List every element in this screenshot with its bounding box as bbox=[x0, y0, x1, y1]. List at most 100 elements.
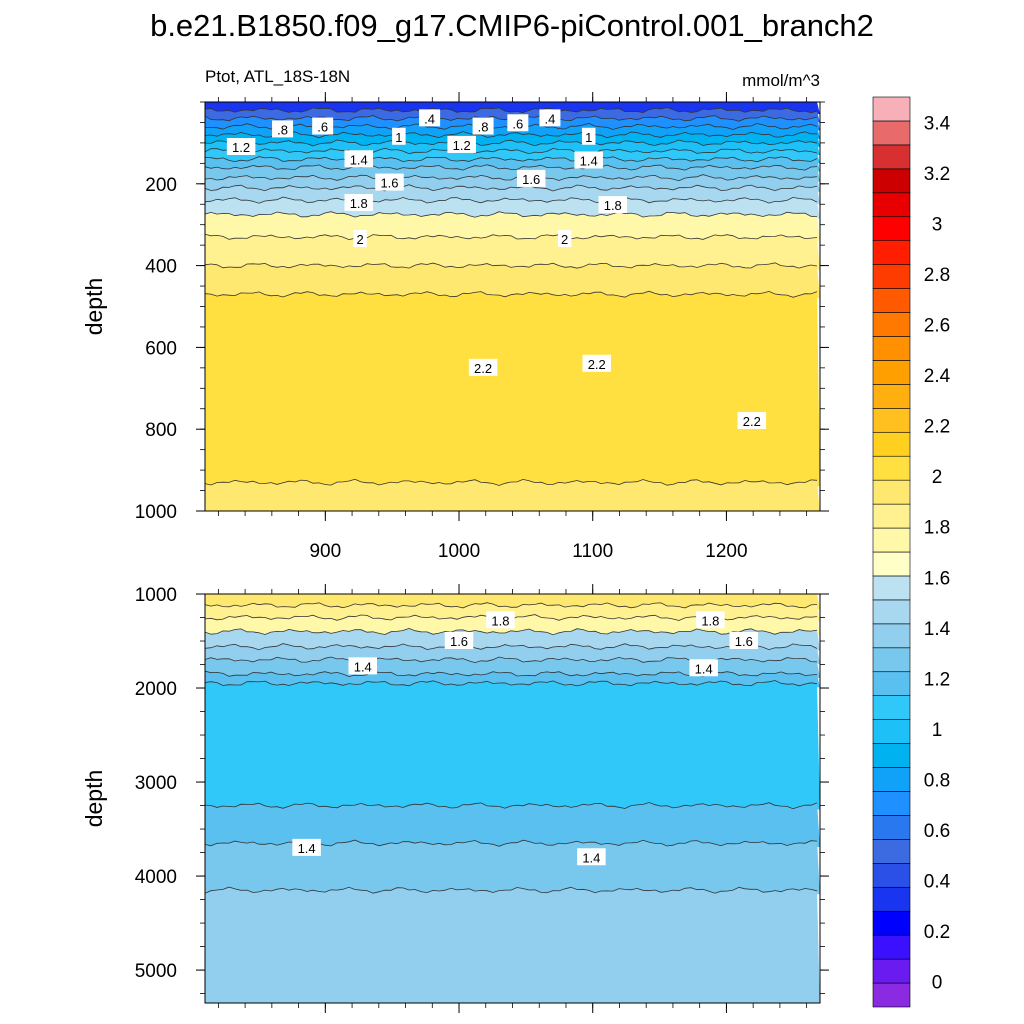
contour-label: 1.6 bbox=[729, 632, 759, 650]
colorbar-swatch bbox=[872, 527, 911, 553]
svg-text:1.6: 1.6 bbox=[380, 176, 398, 191]
colorbar-swatch bbox=[872, 455, 911, 481]
colorbar-label: 1.6 bbox=[924, 568, 950, 589]
colorbar-swatch bbox=[872, 767, 911, 792]
contour-line bbox=[205, 164, 818, 171]
colorbar-label: 3 bbox=[932, 214, 943, 235]
colorbar-label: 2.2 bbox=[924, 417, 950, 438]
colorbar-swatch bbox=[872, 144, 911, 170]
contour-band bbox=[205, 680, 820, 810]
contour-label: .4 bbox=[539, 109, 561, 127]
contour-label: 1.4 bbox=[344, 150, 373, 168]
svg-text:.6: .6 bbox=[512, 116, 523, 131]
contour-label: 1.6 bbox=[516, 169, 546, 187]
colorbar-label: 3.4 bbox=[924, 113, 951, 134]
contour-label: 2 bbox=[557, 230, 572, 248]
colorbar-label: 1 bbox=[932, 720, 943, 741]
colorbar-swatch bbox=[872, 815, 911, 840]
colorbar-swatch bbox=[872, 384, 911, 409]
contour-label: 1.8 bbox=[344, 194, 373, 212]
svg-text:1.8: 1.8 bbox=[350, 196, 368, 211]
svg-text:1: 1 bbox=[585, 130, 592, 145]
contour-label: 1.4 bbox=[574, 151, 603, 169]
contour-label: 2.2 bbox=[468, 358, 498, 376]
contour-label: .4 bbox=[419, 109, 441, 127]
x-tick-label: 1200 bbox=[705, 541, 747, 562]
subtitle-right: mmol/m^3 bbox=[742, 71, 820, 90]
colorbar-swatch bbox=[872, 599, 911, 625]
colorbar-swatch bbox=[872, 910, 911, 936]
upper-panel: .6 .8 .6 .4 .4 .8 1.2 1.2 1 1 1.4 1.4 1.6 1.6 1.8 1.8 2 2… bbox=[81, 92, 829, 562]
colorbar-label: 2.8 bbox=[924, 265, 950, 286]
contour-line bbox=[205, 680, 818, 687]
contour-line bbox=[205, 196, 818, 204]
contour-line bbox=[205, 602, 818, 609]
contour-label: 1.6 bbox=[375, 173, 404, 191]
svg-text:.4: .4 bbox=[545, 111, 556, 126]
colorbar-swatch bbox=[872, 312, 911, 337]
colorbar-swatch bbox=[872, 216, 911, 241]
colorbar-swatch bbox=[872, 695, 911, 720]
contour-label: 2 bbox=[353, 230, 367, 248]
colorbar-swatch bbox=[872, 982, 911, 1008]
colorbar-swatch bbox=[872, 288, 911, 313]
svg-text:1.8: 1.8 bbox=[491, 613, 509, 628]
colorbar-swatch bbox=[872, 743, 911, 768]
colorbar-swatch bbox=[872, 264, 911, 289]
contour-line bbox=[205, 886, 818, 894]
colorbar-swatch bbox=[872, 551, 911, 577]
colorbar-swatch bbox=[872, 647, 911, 673]
contour-label: 1.4 bbox=[292, 838, 321, 856]
svg-text:1.8: 1.8 bbox=[701, 613, 719, 628]
colorbar-swatch bbox=[872, 575, 911, 601]
contour-band bbox=[205, 628, 820, 651]
contour-label: 1.4 bbox=[689, 659, 718, 677]
svg-text:1: 1 bbox=[395, 130, 402, 145]
svg-text:2.2: 2.2 bbox=[588, 357, 606, 372]
colorbar-swatch bbox=[872, 623, 911, 649]
colorbar-swatch bbox=[872, 863, 911, 888]
lower-panel: 1.8 1.8 1.6 1.6 1.4 1.4 1.4 1.4 1000 2000 3000 4000… bbox=[81, 584, 829, 1013]
y-tick-label: 800 bbox=[145, 420, 177, 441]
colorbar-label: 0.2 bbox=[924, 922, 950, 943]
contour-band bbox=[205, 802, 820, 848]
contour-line bbox=[205, 643, 818, 651]
contour-label: 2.2 bbox=[737, 412, 767, 430]
contour-label: 1.2 bbox=[447, 135, 476, 153]
colorbar-label: 0.8 bbox=[924, 771, 950, 792]
colorbar-swatch bbox=[872, 839, 911, 864]
contour-line bbox=[205, 184, 818, 192]
y-tick-label: 3000 bbox=[135, 773, 177, 794]
contour-band bbox=[205, 131, 820, 147]
svg-text:1.2: 1.2 bbox=[453, 138, 471, 153]
svg-text:.4: .4 bbox=[424, 111, 435, 126]
svg-text:1.4: 1.4 bbox=[695, 661, 713, 676]
contour-band bbox=[205, 887, 820, 1003]
y-axis-label: depth bbox=[81, 770, 107, 828]
contour-line bbox=[205, 478, 818, 486]
colorbar-swatch bbox=[872, 886, 911, 912]
colorbar-swatch bbox=[872, 240, 911, 265]
svg-text:1.4: 1.4 bbox=[582, 850, 600, 865]
contour-band bbox=[205, 479, 820, 511]
colorbar-label: 1.4 bbox=[924, 619, 951, 640]
colorbar-label: 3.2 bbox=[924, 164, 950, 185]
y-tick-label: 1000 bbox=[135, 502, 177, 523]
contour-line bbox=[205, 147, 818, 155]
contour-line bbox=[205, 211, 818, 218]
contour-label: 1.2 bbox=[226, 137, 256, 155]
y-tick-label: 1000 bbox=[135, 585, 177, 606]
x-tick-label: 1000 bbox=[438, 541, 480, 562]
svg-text:.6: .6 bbox=[317, 120, 328, 135]
svg-text:2.2: 2.2 bbox=[474, 361, 492, 376]
contour-band bbox=[205, 291, 820, 487]
y-tick-label: 200 bbox=[145, 175, 177, 196]
colorbar-label: 0.4 bbox=[924, 872, 951, 893]
x-tick-label: 900 bbox=[309, 541, 341, 562]
subtitle-left: Ptot, ATL_18S-18N bbox=[205, 67, 350, 86]
contour-line bbox=[205, 139, 818, 147]
colorbar-swatch bbox=[872, 671, 911, 696]
colorbar-swatch bbox=[872, 360, 911, 385]
colorbar-swatch bbox=[872, 431, 911, 457]
colorbar-swatch bbox=[872, 408, 911, 433]
